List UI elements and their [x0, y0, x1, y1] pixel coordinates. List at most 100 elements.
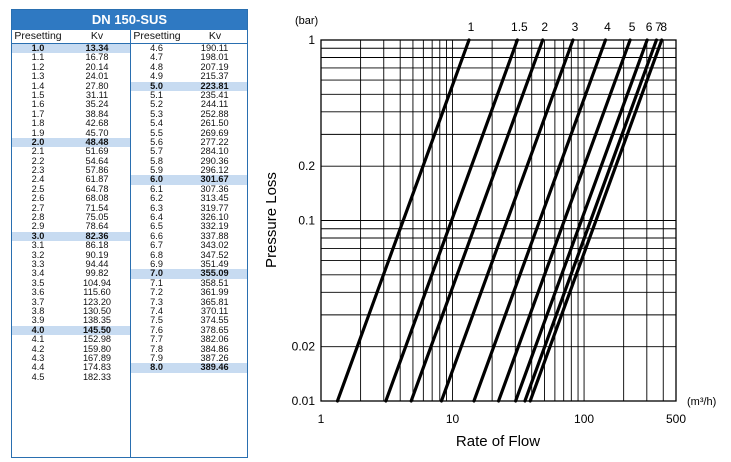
kv-value: 387.26: [200, 352, 229, 363]
series-label: 7: [655, 20, 662, 34]
kv-value: 326.10: [200, 212, 229, 223]
kv-value: 138.35: [82, 315, 112, 326]
kv-value: 42.68: [85, 118, 109, 129]
table-row: 5.4 261.50: [131, 118, 247, 129]
kv-value: 174.83: [82, 362, 112, 373]
table-row: 3.2 90.19: [12, 249, 130, 260]
presetting-value: 2.0: [31, 136, 45, 147]
table-row: 6.2 313.45: [131, 193, 247, 203]
kv-value: 347.52: [200, 249, 229, 260]
kv-value: 307.36: [200, 183, 229, 194]
kv-value: 370.11: [200, 305, 229, 316]
presetting-value: 5.8: [150, 155, 163, 166]
presetting-value: 7.8: [150, 343, 163, 354]
table-row: 7.8 384.86: [131, 343, 247, 354]
kv-value: 48.48: [85, 136, 109, 147]
kv-value: 71.54: [85, 202, 109, 213]
table-row: 1.6 35.24: [12, 99, 130, 110]
table-row: 6.7 343.02: [131, 240, 247, 251]
left-column-header: Presetting Kv: [12, 30, 130, 44]
kv-value: 82.36: [85, 230, 109, 241]
presetting-value: 4.6: [150, 43, 163, 53]
presetting-value: 3.5: [31, 277, 45, 288]
table-row: 7.9 387.26: [131, 352, 247, 363]
presetting-value: 3.7: [31, 296, 45, 307]
kv-value: 384.86: [200, 343, 229, 354]
series-line: [409, 38, 545, 403]
table-row: 2.1 51.69: [12, 146, 130, 156]
x-tick-label: 500: [666, 412, 686, 426]
table-title: DN 150-SUS: [12, 10, 247, 30]
kv-value: 75.05: [85, 212, 109, 223]
kv-value: 198.01: [200, 52, 229, 63]
series-line: [496, 38, 632, 403]
kv-value: 90.19: [85, 249, 109, 260]
presetting-value: 6.0: [150, 174, 163, 185]
kv-value: 182.33: [82, 371, 112, 382]
presetting-value: 2.4: [31, 174, 45, 185]
table-row: 4.3 167.89: [12, 353, 130, 363]
kv-value: 61.87: [85, 174, 109, 185]
kv-value: 361.99: [200, 287, 229, 298]
kv-value: 223.81: [200, 80, 229, 91]
table-row: 3.7 123.20: [12, 296, 130, 307]
presetting-value: 5.2: [150, 99, 163, 110]
presetting-value: 7.4: [150, 305, 163, 316]
kv-value: 123.20: [82, 296, 112, 307]
presetting-value: 5.7: [150, 146, 163, 157]
table-row: 3.8 130.50: [12, 306, 130, 316]
kv-value: 78.64: [85, 221, 109, 232]
kv-header: Kv: [90, 30, 104, 42]
table-row: 3.3 94.44: [12, 259, 130, 269]
presetting-value: 4.5: [31, 371, 45, 382]
presetting-value: 6.3: [150, 202, 163, 213]
x-axis-label: Rate of Flow: [456, 433, 540, 450]
kv-value: 20.14: [85, 61, 109, 72]
kv-value: 35.24: [85, 99, 109, 110]
presetting-value: 7.9: [150, 352, 163, 363]
presetting-value: 1.6: [31, 99, 45, 110]
presetting-value: 5.1: [150, 89, 163, 100]
table-row: 6.4 326.10: [131, 212, 247, 223]
right-column-header: Presetting Kv: [131, 30, 247, 44]
kv-value: 382.06: [200, 334, 229, 345]
table-row: 7.7 382.06: [131, 334, 247, 345]
kv-value: 252.88: [200, 108, 229, 119]
table-row: 5.0 223.81: [131, 80, 247, 91]
table-row: 6.8 347.52: [131, 249, 247, 260]
table-row: 3.9 138.35: [12, 315, 130, 326]
y-tick-label: 0.02: [292, 340, 316, 354]
table-row: 2.0 48.48: [12, 136, 130, 148]
presetting-value: 7.6: [150, 324, 163, 335]
table-row: 7.0 355.09: [131, 268, 247, 279]
table-row: 7.1 358.51: [131, 278, 247, 288]
kv-value: 54.64: [85, 155, 109, 166]
kv-value: 351.49: [200, 258, 229, 269]
table-row: 1.1 16.78: [12, 52, 130, 62]
kv-value: 332.19: [200, 221, 229, 232]
kv-value: 244.11: [200, 99, 229, 110]
table-row: 6.9 351.49: [131, 258, 247, 269]
presetting-value: 2.3: [31, 165, 45, 176]
table-row: 5.9 296.12: [131, 165, 247, 175]
presetting-value: 5.5: [150, 127, 163, 138]
kv-value: 57.86: [85, 165, 109, 176]
presetting-value: 7.0: [150, 268, 163, 279]
table-row: 4.5 182.33: [12, 371, 130, 382]
presetting-value: 7.5: [150, 315, 163, 326]
kv-value: 365.81: [200, 296, 229, 307]
table-row: 7.5 374.55: [131, 315, 247, 326]
table-row: 4.0 145.50: [12, 325, 130, 336]
presetting-value: 4.9: [150, 71, 163, 82]
presetting-value: 1.5: [31, 89, 45, 100]
presetting-value: 5.4: [150, 118, 163, 129]
presetting-value: 4.1: [31, 334, 45, 345]
kv-value: 277.22: [200, 136, 229, 147]
table-row: 3.4 99.82: [12, 268, 130, 278]
kv-value: 337.88: [200, 230, 229, 241]
kv-value: 104.94: [82, 277, 112, 288]
presetting-value: 2.8: [31, 212, 45, 223]
column-divider: [130, 30, 131, 458]
presetting-value: 6.7: [150, 240, 163, 251]
table-row: 2.4 61.87: [12, 174, 130, 185]
